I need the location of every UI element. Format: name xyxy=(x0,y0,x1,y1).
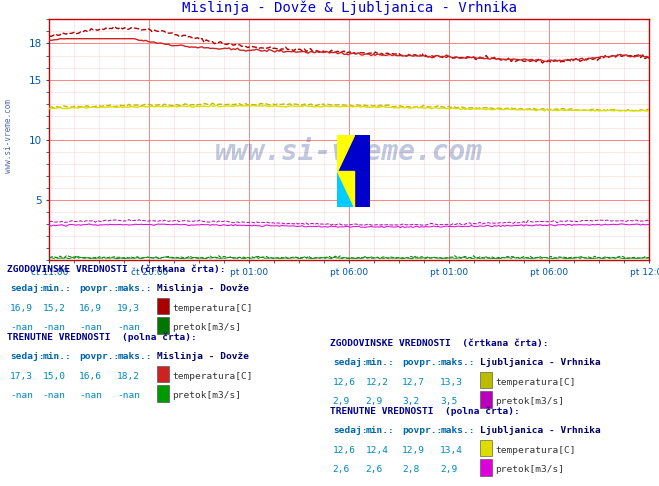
Text: temperatura[C]: temperatura[C] xyxy=(172,372,252,381)
Text: TRENUTNE VREDNOSTI  (polna črta):: TRENUTNE VREDNOSTI (polna črta): xyxy=(330,407,519,417)
Text: -nan: -nan xyxy=(43,391,66,400)
Text: 16,6: 16,6 xyxy=(79,372,102,381)
Text: www.si-vreme.com: www.si-vreme.com xyxy=(4,99,13,173)
Text: 2,9: 2,9 xyxy=(366,397,383,406)
Text: temperatura[C]: temperatura[C] xyxy=(495,378,575,387)
Text: povpr.:: povpr.: xyxy=(402,358,442,367)
Text: 16,9: 16,9 xyxy=(10,304,33,313)
Text: 2,6: 2,6 xyxy=(366,465,383,474)
Text: ZGODOVINSKE VREDNOSTI  (črtkana črta):: ZGODOVINSKE VREDNOSTI (črtkana črta): xyxy=(330,339,548,348)
Text: -nan: -nan xyxy=(43,323,66,332)
Text: -nan: -nan xyxy=(117,323,140,332)
Text: ZGODOVINSKE VREDNOSTI  (črtkana črta):: ZGODOVINSKE VREDNOSTI (črtkana črta): xyxy=(7,265,225,274)
Text: min.:: min.: xyxy=(366,426,395,435)
Text: 13,4: 13,4 xyxy=(440,446,463,455)
Text: min.:: min.: xyxy=(43,352,72,362)
Text: -nan: -nan xyxy=(79,323,102,332)
Text: 2,9: 2,9 xyxy=(440,465,457,474)
Text: pretok[m3/s]: pretok[m3/s] xyxy=(172,323,241,332)
Text: 12,9: 12,9 xyxy=(402,446,425,455)
Text: 12,6: 12,6 xyxy=(333,378,356,387)
Text: sedaj:: sedaj: xyxy=(10,352,44,362)
Polygon shape xyxy=(337,171,354,207)
Text: Mislinja - Dovže: Mislinja - Dovže xyxy=(157,352,249,362)
Text: -nan: -nan xyxy=(79,391,102,400)
Text: maks.:: maks.: xyxy=(440,358,474,367)
Text: -nan: -nan xyxy=(10,391,33,400)
Text: -nan: -nan xyxy=(10,323,33,332)
Text: 18,2: 18,2 xyxy=(117,372,140,381)
Text: TRENUTNE VREDNOSTI  (polna črta):: TRENUTNE VREDNOSTI (polna črta): xyxy=(7,333,196,343)
Text: 2,6: 2,6 xyxy=(333,465,350,474)
Title: Mislinja - Dovže & Ljubljanica - Vrhnika: Mislinja - Dovže & Ljubljanica - Vrhnika xyxy=(182,1,517,16)
Text: Ljubljanica - Vrhnika: Ljubljanica - Vrhnika xyxy=(480,358,600,367)
Text: temperatura[C]: temperatura[C] xyxy=(495,446,575,455)
Text: 15,0: 15,0 xyxy=(43,372,66,381)
Text: pretok[m3/s]: pretok[m3/s] xyxy=(172,391,241,400)
Text: povpr.:: povpr.: xyxy=(79,352,119,362)
Text: 12,2: 12,2 xyxy=(366,378,389,387)
Text: Ljubljanica - Vrhnika: Ljubljanica - Vrhnika xyxy=(480,426,600,435)
Text: temperatura[C]: temperatura[C] xyxy=(172,304,252,313)
Text: -nan: -nan xyxy=(117,391,140,400)
Text: sedaj:: sedaj: xyxy=(10,284,44,294)
Text: povpr.:: povpr.: xyxy=(402,426,442,435)
Text: 2,8: 2,8 xyxy=(402,465,419,474)
Text: maks.:: maks.: xyxy=(117,284,152,294)
Text: 2,9: 2,9 xyxy=(333,397,350,406)
Text: 16,9: 16,9 xyxy=(79,304,102,313)
Text: 19,3: 19,3 xyxy=(117,304,140,313)
Text: min.:: min.: xyxy=(43,284,72,294)
Text: pretok[m3/s]: pretok[m3/s] xyxy=(495,397,564,406)
Text: www.si-vreme.com: www.si-vreme.com xyxy=(215,138,483,166)
Text: min.:: min.: xyxy=(366,358,395,367)
Text: sedaj:: sedaj: xyxy=(333,358,367,367)
Text: pretok[m3/s]: pretok[m3/s] xyxy=(495,465,564,474)
Text: 17,3: 17,3 xyxy=(10,372,33,381)
Text: 12,4: 12,4 xyxy=(366,446,389,455)
Text: maks.:: maks.: xyxy=(440,426,474,435)
Text: 15,2: 15,2 xyxy=(43,304,66,313)
Text: 3,5: 3,5 xyxy=(440,397,457,406)
Text: 3,2: 3,2 xyxy=(402,397,419,406)
Text: povpr.:: povpr.: xyxy=(79,284,119,294)
Polygon shape xyxy=(337,135,354,171)
Text: maks.:: maks.: xyxy=(117,352,152,362)
Text: 12,7: 12,7 xyxy=(402,378,425,387)
Text: Mislinja - Dovže: Mislinja - Dovže xyxy=(157,284,249,294)
Polygon shape xyxy=(337,171,354,207)
Text: 12,6: 12,6 xyxy=(333,446,356,455)
Text: sedaj:: sedaj: xyxy=(333,426,367,435)
Text: 13,3: 13,3 xyxy=(440,378,463,387)
